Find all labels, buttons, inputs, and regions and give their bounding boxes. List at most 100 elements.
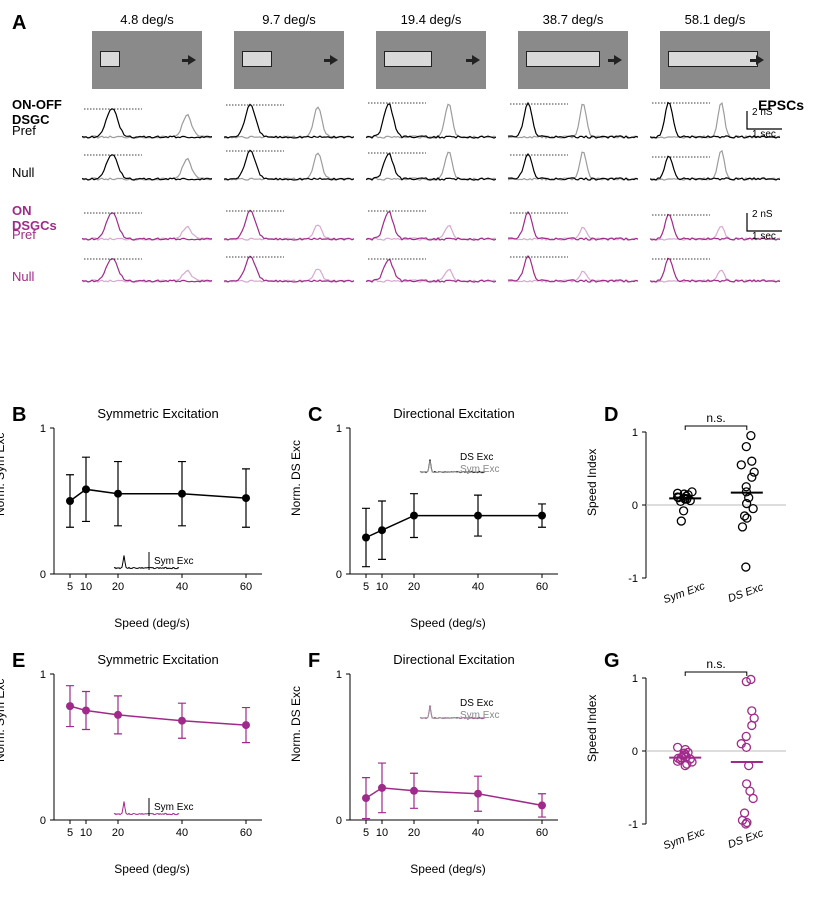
- svg-text:1: 1: [632, 673, 638, 685]
- stimulus-bar: [100, 51, 120, 67]
- svg-text:10: 10: [80, 827, 92, 839]
- svg-text:0: 0: [632, 500, 638, 512]
- svg-text:Sym Exc: Sym Exc: [662, 580, 707, 606]
- trace-grid: [82, 99, 804, 285]
- svg-text:0: 0: [336, 569, 342, 581]
- arrow-icon: [330, 55, 338, 65]
- trace-cell: [224, 201, 354, 243]
- svg-text:60: 60: [536, 827, 548, 839]
- trace-cell: [650, 243, 780, 285]
- stimulus-box: [660, 31, 770, 89]
- x-axis-label: Speed (deg/s): [410, 862, 485, 876]
- trace-cell: [650, 141, 780, 183]
- svg-text:40: 40: [176, 827, 188, 839]
- trace-cell: [82, 99, 212, 141]
- null-label-1: Null: [12, 165, 72, 180]
- svg-text:DS Exc: DS Exc: [460, 452, 493, 463]
- speed-label: 19.4 deg/s: [366, 12, 496, 27]
- panel-F: 01510204060Directional ExcitationDS ExcS…: [308, 650, 588, 880]
- svg-text:0: 0: [40, 815, 46, 827]
- y-axis-label: Speed Index: [585, 449, 599, 516]
- svg-text:20: 20: [408, 581, 420, 593]
- svg-text:5: 5: [363, 581, 369, 593]
- trace-cell: [82, 141, 212, 183]
- speed-label: 9.7 deg/s: [224, 12, 354, 27]
- panel-A-label: A: [12, 12, 26, 35]
- x-axis-label: Speed (deg/s): [114, 862, 189, 876]
- trace-row-onoff-null: [82, 141, 804, 183]
- panel-label: E: [12, 650, 25, 673]
- svg-text:60: 60: [240, 827, 252, 839]
- scalebar-on: 2 nS 1 sec: [742, 211, 792, 244]
- svg-text:Sym Exc: Sym Exc: [662, 826, 707, 852]
- trace-cell: [366, 99, 496, 141]
- svg-text:Sym Exc: Sym Exc: [154, 556, 193, 567]
- arrow-icon: [188, 55, 196, 65]
- svg-text:Directional Excitation: Directional Excitation: [393, 652, 514, 667]
- trace-section: ON-OFF DSGC EPSCs Pref Null ON DSGCs Pre…: [12, 99, 804, 285]
- svg-text:DS Exc: DS Exc: [460, 698, 493, 709]
- panel-label: F: [308, 650, 320, 673]
- stimulus-col: 9.7 deg/s: [224, 12, 354, 89]
- stimulus-col: 58.1 deg/s: [650, 12, 780, 89]
- stimulus-col: 4.8 deg/s: [82, 12, 212, 89]
- svg-text:1: 1: [336, 423, 342, 435]
- svg-text:Sym Exc: Sym Exc: [460, 464, 499, 475]
- stimulus-bar: [242, 51, 272, 67]
- svg-text:5: 5: [67, 827, 73, 839]
- x-axis-label: Speed (deg/s): [410, 616, 485, 630]
- stimulus-box: [234, 31, 344, 89]
- svg-text:0: 0: [40, 569, 46, 581]
- arrow-icon: [614, 55, 622, 65]
- panel-label: B: [12, 404, 26, 427]
- svg-text:1: 1: [40, 669, 46, 681]
- svg-text:10: 10: [376, 581, 388, 593]
- panel-D: -101Sym ExcDS Excn.s.Speed IndexD: [604, 404, 804, 634]
- svg-text:40: 40: [472, 827, 484, 839]
- speed-label: 38.7 deg/s: [508, 12, 638, 27]
- stimulus-bar: [526, 51, 600, 67]
- svg-text:Directional Excitation: Directional Excitation: [393, 406, 514, 421]
- panel-C: 01510204060Directional ExcitationDS ExcS…: [308, 404, 588, 634]
- null-label-2: Null: [12, 269, 72, 284]
- pref-label-1: Pref: [12, 123, 72, 138]
- svg-text:-1: -1: [628, 819, 638, 831]
- svg-text:DS Exc: DS Exc: [726, 581, 765, 605]
- stimulus-box: [92, 31, 202, 89]
- trace-cell: [508, 99, 638, 141]
- svg-text:-1: -1: [628, 573, 638, 585]
- trace-cell: [224, 141, 354, 183]
- trace-cell: [82, 201, 212, 243]
- trace-row-on-pref: [82, 201, 804, 243]
- trace-cell: [82, 243, 212, 285]
- svg-text:10: 10: [80, 581, 92, 593]
- svg-text:0: 0: [632, 746, 638, 758]
- svg-text:10: 10: [376, 827, 388, 839]
- pref-label-2: Pref: [12, 227, 72, 242]
- trace-cell: [224, 243, 354, 285]
- panel-A: A 4.8 deg/s 9.7 deg/s 19.4 deg/s 38.7 deg/s…: [12, 12, 804, 392]
- panel-label: D: [604, 404, 618, 427]
- svg-text:1: 1: [632, 427, 638, 439]
- svg-text:0: 0: [336, 815, 342, 827]
- svg-text:Sym Exc: Sym Exc: [154, 802, 193, 813]
- svg-text:DS Exc: DS Exc: [726, 827, 765, 851]
- trace-cell: [508, 201, 638, 243]
- stimulus-box: [376, 31, 486, 89]
- svg-text:20: 20: [112, 581, 124, 593]
- x-axis-label: Speed (deg/s): [114, 616, 189, 630]
- stimulus-bar: [384, 51, 432, 67]
- panel-G: -101Sym ExcDS Excn.s.Speed IndexG: [604, 650, 804, 880]
- y-axis-label: Norm. DS Exc: [289, 440, 303, 516]
- trace-cell: [508, 141, 638, 183]
- stimulus-box: [518, 31, 628, 89]
- svg-text:n.s.: n.s.: [706, 657, 725, 671]
- trace-cell: [366, 201, 496, 243]
- arrow-icon: [472, 55, 480, 65]
- svg-text:n.s.: n.s.: [706, 411, 725, 425]
- trace-row-onoff-pref: [82, 99, 804, 141]
- panel-label: G: [604, 650, 620, 673]
- svg-text:40: 40: [176, 581, 188, 593]
- trace-cell: [366, 141, 496, 183]
- y-axis-label: Norm. DS Exc: [289, 686, 303, 762]
